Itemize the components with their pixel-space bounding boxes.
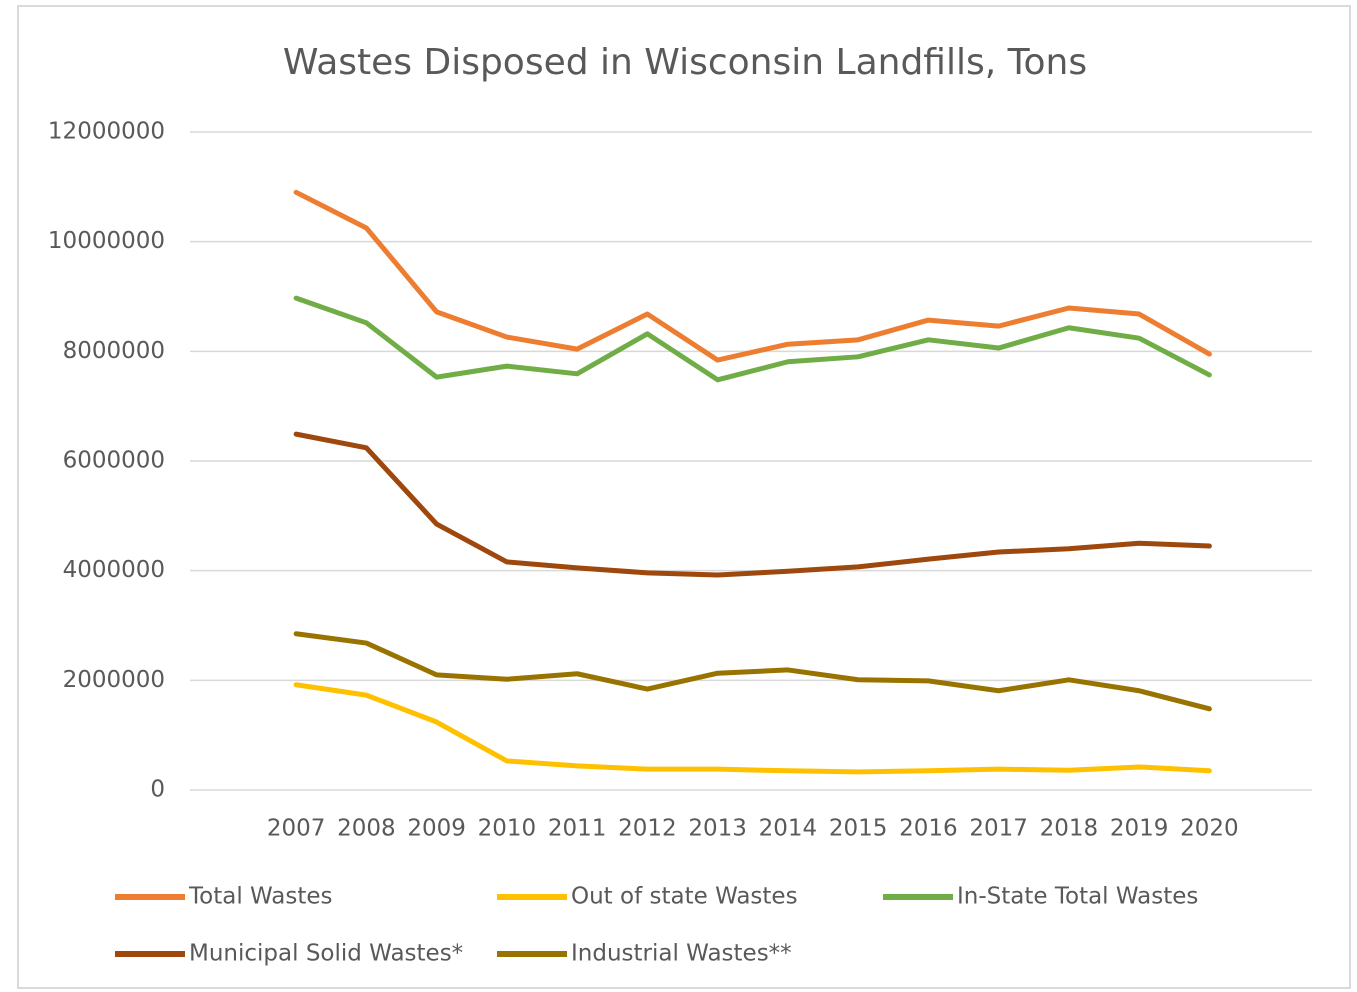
x-tick-label: 2019 (1110, 816, 1169, 842)
legend-label: Total Wastes (188, 884, 333, 910)
y-tick-label: 8000000 (63, 338, 165, 364)
x-tick-label: 2008 (337, 816, 396, 842)
x-tick-label: 2015 (829, 816, 888, 842)
x-tick-label: 2017 (969, 816, 1028, 842)
series-line (293, 295, 1212, 383)
legend-label: Out of state Wastes (571, 884, 798, 910)
x-tick-label: 2009 (407, 816, 466, 842)
y-tick-label: 0 (150, 777, 165, 803)
y-tick-label: 4000000 (63, 557, 165, 583)
series-line (293, 631, 1212, 712)
y-tick-label: 2000000 (63, 667, 165, 693)
x-tick-label: 2007 (267, 816, 326, 842)
series-line (293, 682, 1212, 775)
y-tick-label: 10000000 (48, 228, 165, 254)
legend-label: Industrial Wastes** (571, 941, 792, 967)
legend-label: In-State Total Wastes (957, 884, 1198, 910)
x-tick-label: 2013 (688, 816, 747, 842)
x-tick-label: 2010 (478, 816, 537, 842)
x-tick-label: 2012 (618, 816, 677, 842)
x-tick-label: 2014 (759, 816, 818, 842)
series-line (293, 431, 1212, 578)
x-tick-label: 2011 (548, 816, 607, 842)
chart-border (17, 5, 1351, 989)
y-tick-label: 12000000 (48, 119, 165, 145)
y-tick-label: 6000000 (63, 448, 165, 474)
x-tick-label: 2018 (1040, 816, 1099, 842)
chart-title: Wastes Disposed in Wisconsin Landfills, … (283, 42, 1087, 83)
x-tick-label: 2020 (1180, 816, 1239, 842)
series-line (293, 189, 1212, 363)
legend-label: Municipal Solid Wastes* (189, 941, 463, 967)
x-tick-label: 2016 (899, 816, 958, 842)
